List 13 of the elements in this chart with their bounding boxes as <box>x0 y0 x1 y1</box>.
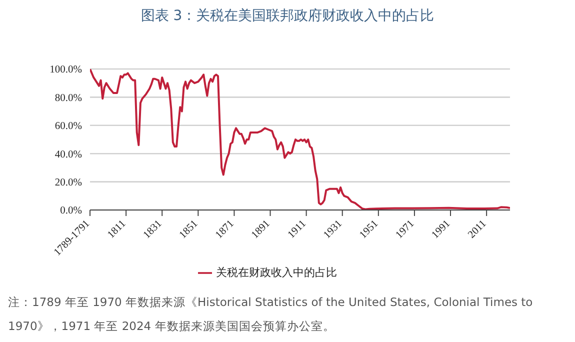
y-tick-label: 20.0% <box>54 178 82 189</box>
chart-title: 图表 3：关税在美国联邦政府财政收入中的占比 <box>140 7 436 25</box>
y-tick-label: 100.0% <box>50 64 82 76</box>
x-tick-label: 1891 <box>250 218 272 241</box>
y-tick-label: 40.0% <box>54 149 82 160</box>
y-tick-label: 60.0% <box>54 121 82 132</box>
x-tick-label: 1811 <box>106 218 128 241</box>
x-tick-label: 1911 <box>286 218 308 241</box>
legend-label: 关税在财政收入中的占比 <box>216 266 337 279</box>
x-tick-label: 1871 <box>214 218 236 241</box>
text: 注：1789 年至 1970 年数据来源《Historical Statistics of the United States, Colonial Times to 1970》，1971 年至 2024 年数据来源美国国会预算办公室。 <box>8 294 534 335</box>
y-tick-label: 0.0% <box>60 206 82 217</box>
y-tick-label: 80.0% <box>54 92 82 104</box>
